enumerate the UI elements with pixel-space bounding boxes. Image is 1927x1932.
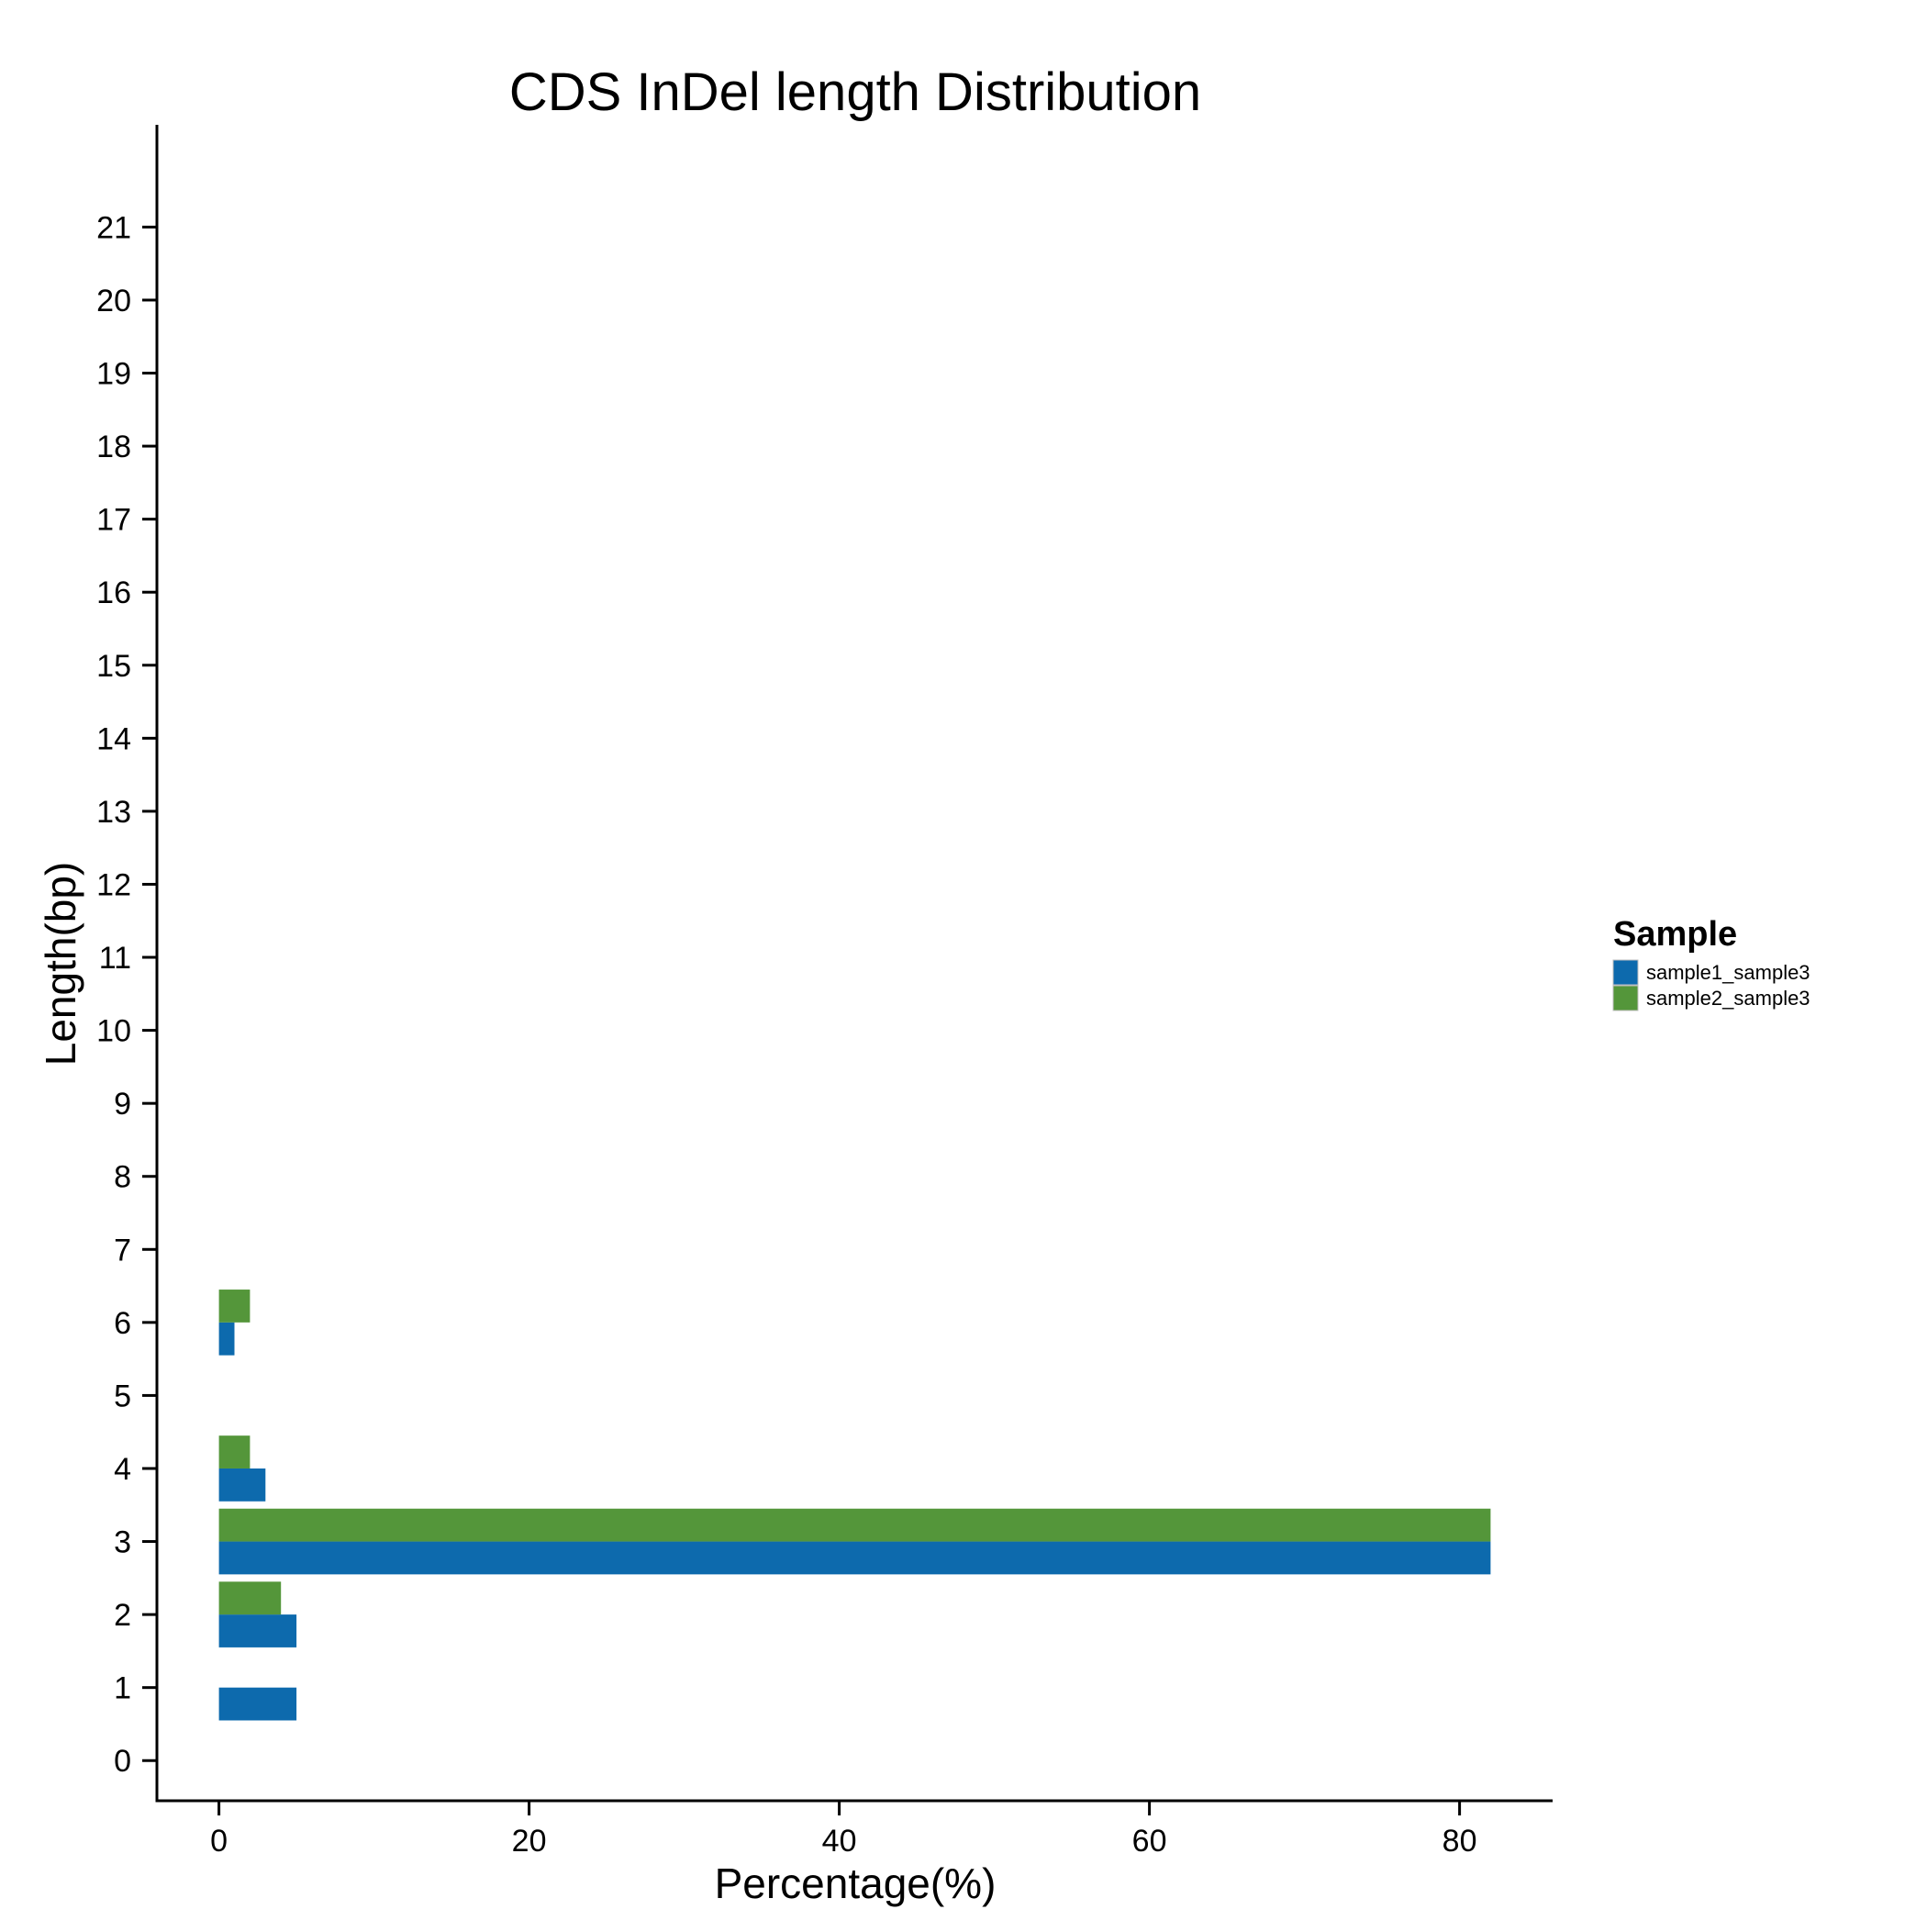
- y-tick-label-7: 7: [114, 1233, 131, 1268]
- y-tick-label-3: 3: [114, 1525, 131, 1560]
- y-tick-label-2: 2: [114, 1598, 131, 1633]
- y-tick-label-4: 4: [114, 1452, 131, 1487]
- bar-sample2_sample3-length-6: [218, 1290, 251, 1323]
- y-tick-label-5: 5: [114, 1379, 131, 1413]
- y-tick-label-6: 6: [114, 1306, 131, 1341]
- bar-sample1_sample3-length-3: [218, 1541, 1491, 1575]
- y-tick-label-17: 17: [96, 503, 131, 538]
- y-tick-label-1: 1: [114, 1671, 131, 1706]
- y-tick-label-14: 14: [96, 721, 131, 756]
- legend-key-sample1_sample3: [1612, 959, 1639, 986]
- legend-label-sample2_sample3: sample2_sample3: [1646, 987, 1810, 1010]
- bar-sample1_sample3-length-4: [218, 1468, 266, 1502]
- y-tick-label-19: 19: [96, 357, 131, 392]
- bar-sample2_sample3-length-2: [218, 1581, 282, 1615]
- bar-sample1_sample3-length-2: [218, 1614, 297, 1647]
- y-tick-label-15: 15: [96, 649, 131, 684]
- y-tick-label-21: 21: [96, 210, 131, 245]
- y-tick-label-10: 10: [96, 1014, 131, 1049]
- bar-sample1_sample3-length-6: [218, 1322, 235, 1356]
- y-tick-label-11: 11: [99, 941, 131, 976]
- x-tick-label-40: 40: [822, 1824, 857, 1859]
- x-tick-label-20: 20: [512, 1824, 547, 1859]
- y-tick-label-9: 9: [114, 1087, 131, 1122]
- x-tick-label-60: 60: [1132, 1824, 1167, 1859]
- bar-sample1_sample3-length-1: [218, 1687, 297, 1721]
- bar-sample2_sample3-length-3: [218, 1508, 1491, 1542]
- y-tick-label-16: 16: [96, 575, 131, 610]
- chart-title: CDS InDel length Distribution: [509, 62, 1201, 122]
- bar-sample2_sample3-length-4: [218, 1435, 251, 1469]
- x-axis-label: Percentage(%): [715, 1859, 997, 1907]
- x-tick-label-80: 80: [1442, 1824, 1477, 1859]
- y-tick-label-12: 12: [96, 867, 131, 902]
- y-axis-label: Length(bp): [37, 862, 84, 1067]
- y-tick-label-13: 13: [96, 795, 131, 830]
- x-tick-label-0: 0: [210, 1824, 228, 1859]
- y-tick-label-8: 8: [114, 1160, 131, 1195]
- plot-area: [218, 1290, 1491, 1721]
- legend: Sample sample1_sample3 sample2_sample3: [1612, 915, 1810, 1011]
- legend-label-sample1_sample3: sample1_sample3: [1646, 961, 1810, 984]
- y-tick-label-18: 18: [96, 430, 131, 464]
- y-tick-label-20: 20: [96, 284, 131, 318]
- y-tick-label-0: 0: [114, 1744, 131, 1779]
- legend-key-sample2_sample3: [1612, 985, 1639, 1011]
- legend-title: Sample: [1613, 915, 1737, 954]
